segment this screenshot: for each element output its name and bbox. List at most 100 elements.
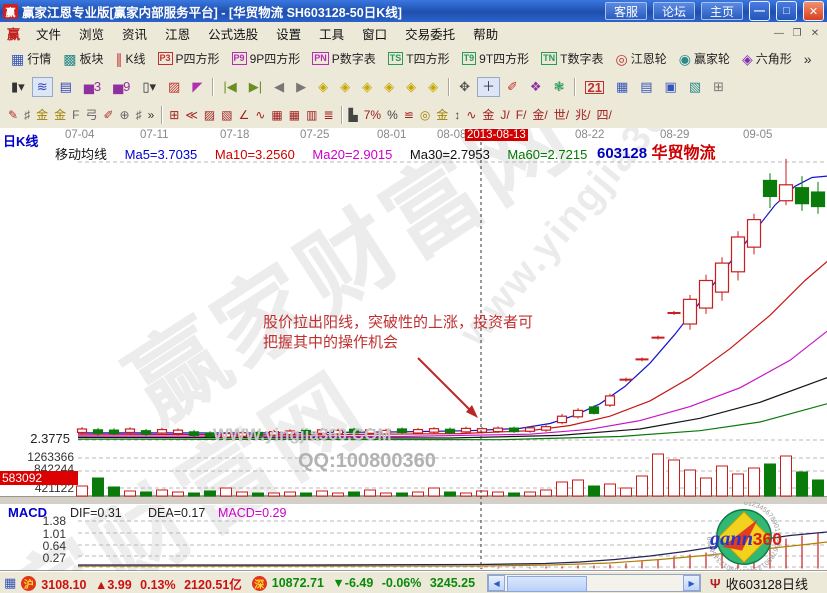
- circle-grid-button[interactable]: ⊕: [117, 105, 133, 125]
- next-button[interactable]: ▶: [291, 77, 311, 97]
- f-grid-button[interactable]: F: [69, 105, 82, 125]
- more-button[interactable]: »: [799, 49, 817, 69]
- j-angle-button[interactable]: J/: [497, 105, 512, 125]
- bars-3-button[interactable]: ▅3: [79, 77, 106, 97]
- vol-ruler-button[interactable]: ▙: [346, 105, 361, 125]
- winner-wheel-button[interactable]: ◉ 赢家轮: [674, 48, 735, 69]
- smart-button[interactable]: ❃: [549, 77, 570, 97]
- si-angle-button[interactable]: 四/: [593, 105, 614, 125]
- slant-lines-button[interactable]: ≣: [320, 105, 336, 125]
- measure-button[interactable]: ↕: [451, 105, 463, 125]
- color-gradient-button[interactable]: ◤: [187, 77, 207, 97]
- gann-wheel-button[interactable]: ◎ 江恩轮: [611, 48, 672, 69]
- angle-lines-button[interactable]: ∠: [236, 105, 253, 125]
- sectors-button[interactable]: ▩ 板块: [58, 48, 108, 69]
- spiral-grid-button[interactable]: 弓: [82, 105, 100, 125]
- candle-style-button[interactable]: ▮▾: [6, 77, 30, 97]
- gold-line-button[interactable]: 金: [433, 105, 451, 125]
- forum-button[interactable]: 论坛: [652, 2, 695, 20]
- zigzag-button[interactable]: ∿: [252, 105, 268, 125]
- scroll-track[interactable]: [505, 576, 683, 592]
- box-diag-button[interactable]: ▨: [201, 105, 218, 125]
- box-rays-button[interactable]: ▧: [218, 105, 235, 125]
- percent-lines-button[interactable]: ≌: [401, 105, 417, 125]
- gold-circle-button[interactable]: ◎: [417, 105, 433, 125]
- menu-news[interactable]: 资讯: [122, 28, 148, 42]
- percent-line-button[interactable]: 7%: [361, 105, 384, 125]
- bars-9-button[interactable]: ▅9: [108, 77, 135, 97]
- notes-button[interactable]: ▤: [635, 77, 657, 97]
- last-page-button[interactable]: ▶|: [244, 77, 267, 97]
- grid-tool-button[interactable]: ♯: [21, 105, 33, 125]
- red-grid-button[interactable]: ▦: [268, 105, 285, 125]
- t-square-button[interactable]: TS T四方形: [383, 48, 455, 69]
- info-board-button[interactable]: ▤: [55, 77, 77, 97]
- mdi-minimize-icon[interactable]: —: [774, 28, 784, 39]
- key-button[interactable]: ✐: [502, 77, 523, 97]
- zhao-angle-button[interactable]: 兆/: [572, 105, 593, 125]
- wide-grid-button[interactable]: ♯: [133, 105, 145, 125]
- red-grid-2-button[interactable]: ▦: [286, 105, 303, 125]
- calendar-button[interactable]: 21: [580, 79, 608, 96]
- home-button[interactable]: 主页: [700, 2, 743, 20]
- draw-pencil-button[interactable]: ✎: [5, 105, 21, 125]
- shift-right-button[interactable]: ◈: [335, 77, 355, 97]
- 9p-square-button[interactable]: P9 9P四方形: [227, 48, 306, 69]
- calculator-button[interactable]: ▦: [611, 77, 633, 97]
- quotes-button[interactable]: ▦ 行情: [6, 48, 56, 69]
- expand-button[interactable]: ◈: [357, 77, 377, 97]
- hexagon-button[interactable]: ◈ 六角形: [737, 48, 797, 69]
- scroll-thumb[interactable]: [507, 576, 588, 592]
- menu-browse[interactable]: 浏览: [79, 28, 105, 42]
- prev-button[interactable]: ◀: [269, 77, 289, 97]
- network-button[interactable]: ▧: [684, 77, 706, 97]
- shift-left-button[interactable]: ◈: [313, 77, 333, 97]
- menu-settings[interactable]: 设置: [276, 28, 302, 42]
- maximize-button[interactable]: □: [776, 1, 797, 21]
- more-2-button[interactable]: »: [145, 105, 158, 125]
- save-button[interactable]: ▣: [660, 77, 682, 97]
- first-page-button[interactable]: |◀: [218, 77, 241, 97]
- pencil-grid-button[interactable]: ✐: [100, 105, 116, 125]
- fan-lines-button[interactable]: ≪: [182, 105, 201, 125]
- minimize-button[interactable]: —: [749, 1, 770, 21]
- hand-button[interactable]: ✥: [454, 77, 475, 97]
- p-square-button[interactable]: P3 P四方形: [153, 48, 225, 69]
- shi-angle-button[interactable]: 世/: [551, 105, 572, 125]
- orders-button[interactable]: ⊞: [708, 77, 729, 97]
- p-table-button[interactable]: PN P数字表: [307, 48, 381, 69]
- gann-tool-button[interactable]: ❖: [525, 77, 547, 97]
- gold-measure-button[interactable]: 金: [479, 105, 497, 125]
- zoom-in-button[interactable]: ◈: [401, 77, 421, 97]
- box-tool-button[interactable]: ⊞: [166, 105, 182, 125]
- cost-dist-button[interactable]: ▨: [163, 77, 185, 97]
- scroll-left-arrow[interactable]: ◀: [488, 575, 506, 591]
- gold-grid-2-button[interactable]: 金: [51, 105, 69, 125]
- menu-gann[interactable]: 江恩: [165, 28, 191, 42]
- percent-button[interactable]: %: [384, 105, 401, 125]
- menu-trade[interactable]: 交易委托: [405, 28, 456, 42]
- zoom-out-button[interactable]: ◈: [423, 77, 443, 97]
- menu-formula[interactable]: 公式选股: [208, 28, 259, 42]
- close-button[interactable]: ✕: [803, 1, 824, 21]
- quotes-grid-icon[interactable]: ▦: [4, 575, 17, 590]
- compress-button[interactable]: ◈: [379, 77, 399, 97]
- wave-tool-button[interactable]: ≋: [31, 77, 53, 97]
- menu-help[interactable]: 帮助: [473, 28, 499, 42]
- gold-grid-button[interactable]: 金: [33, 105, 51, 125]
- f-angle-button[interactable]: F/: [513, 105, 530, 125]
- wave-measure-button[interactable]: ∿: [463, 105, 479, 125]
- crosshair-button[interactable]: ＋: [477, 77, 501, 97]
- horizontal-scrollbar[interactable]: ◀ ▶: [487, 574, 702, 592]
- red-grid-3-button[interactable]: ▥: [303, 105, 320, 125]
- chart-area[interactable]: 赢家财富网 www.yingjia360.com 赢家财富网 WWW.yingj…: [0, 128, 827, 571]
- chip-dist-button[interactable]: ▯▾: [137, 77, 161, 97]
- menu-tools[interactable]: 工具: [319, 28, 345, 42]
- kline-button[interactable]: ∥ K线: [111, 48, 151, 69]
- mdi-close-icon[interactable]: ✕: [810, 28, 820, 39]
- scroll-right-arrow[interactable]: ▶: [683, 575, 701, 591]
- kefu-button[interactable]: 客服: [604, 2, 647, 20]
- gold-angle-button[interactable]: 金/: [529, 105, 550, 125]
- menu-window[interactable]: 窗口: [362, 28, 388, 42]
- mdi-restore-icon[interactable]: ❐: [792, 28, 802, 39]
